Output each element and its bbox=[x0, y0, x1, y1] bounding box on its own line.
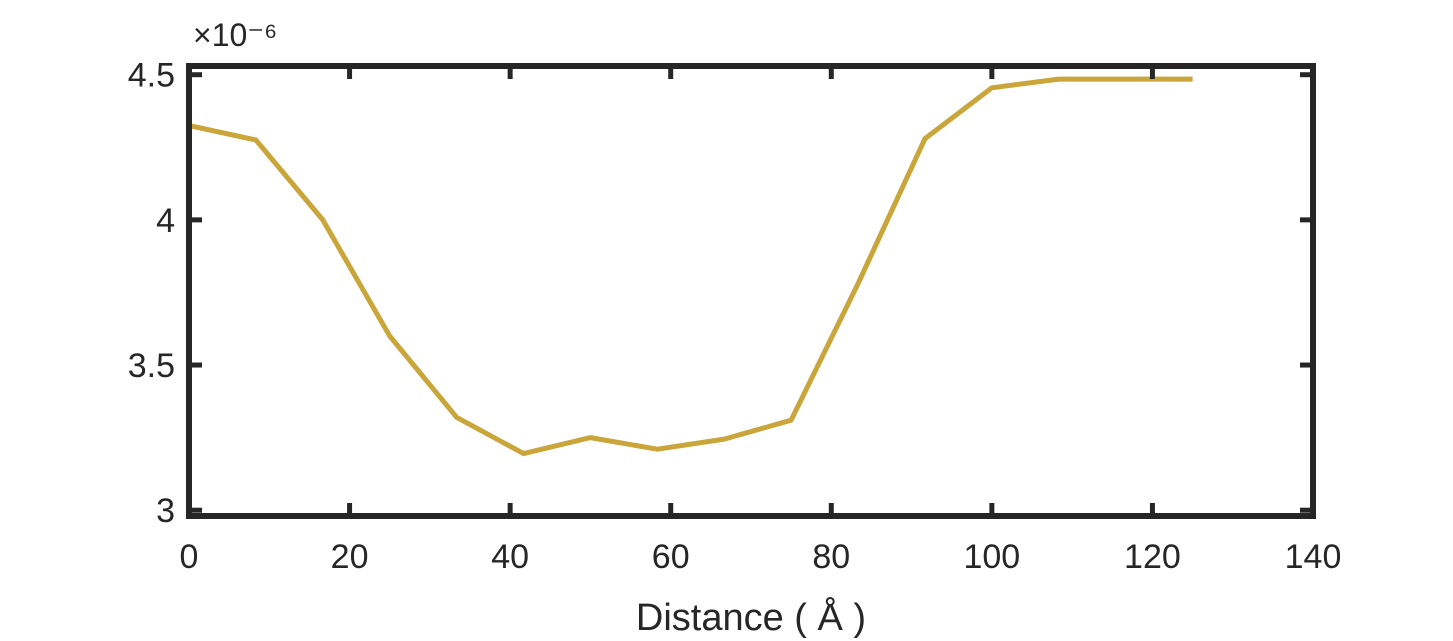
x-tick-label: 0 bbox=[180, 538, 199, 576]
y-tick-label: 4.5 bbox=[128, 57, 175, 95]
y-tick-label: 3.5 bbox=[128, 347, 175, 385]
x-axis-label: Distance ( Å ) bbox=[636, 595, 866, 639]
x-tick-label: 80 bbox=[812, 538, 850, 576]
x-tick-label: 140 bbox=[1285, 538, 1342, 576]
plot-area bbox=[188, 76, 1193, 457]
x-tick-label: 40 bbox=[491, 538, 529, 576]
tick-labels: 0 20 40 60 80 100 120 140 3 3.5 4 4.5 bbox=[128, 57, 1342, 576]
series-line bbox=[188, 76, 1193, 457]
x-tick-label: 120 bbox=[1124, 538, 1181, 576]
y-tick-label: 3 bbox=[156, 492, 175, 530]
y-tick-label: 4 bbox=[156, 202, 175, 240]
y-axis-exponent-label: ×10⁻⁶ bbox=[193, 17, 277, 53]
axis-ticks bbox=[186, 66, 1316, 516]
axes-box bbox=[186, 63, 1316, 519]
x-tick-label: 60 bbox=[652, 538, 690, 576]
x-tick-label: 20 bbox=[331, 538, 369, 576]
x-tick-label: 100 bbox=[963, 538, 1020, 576]
